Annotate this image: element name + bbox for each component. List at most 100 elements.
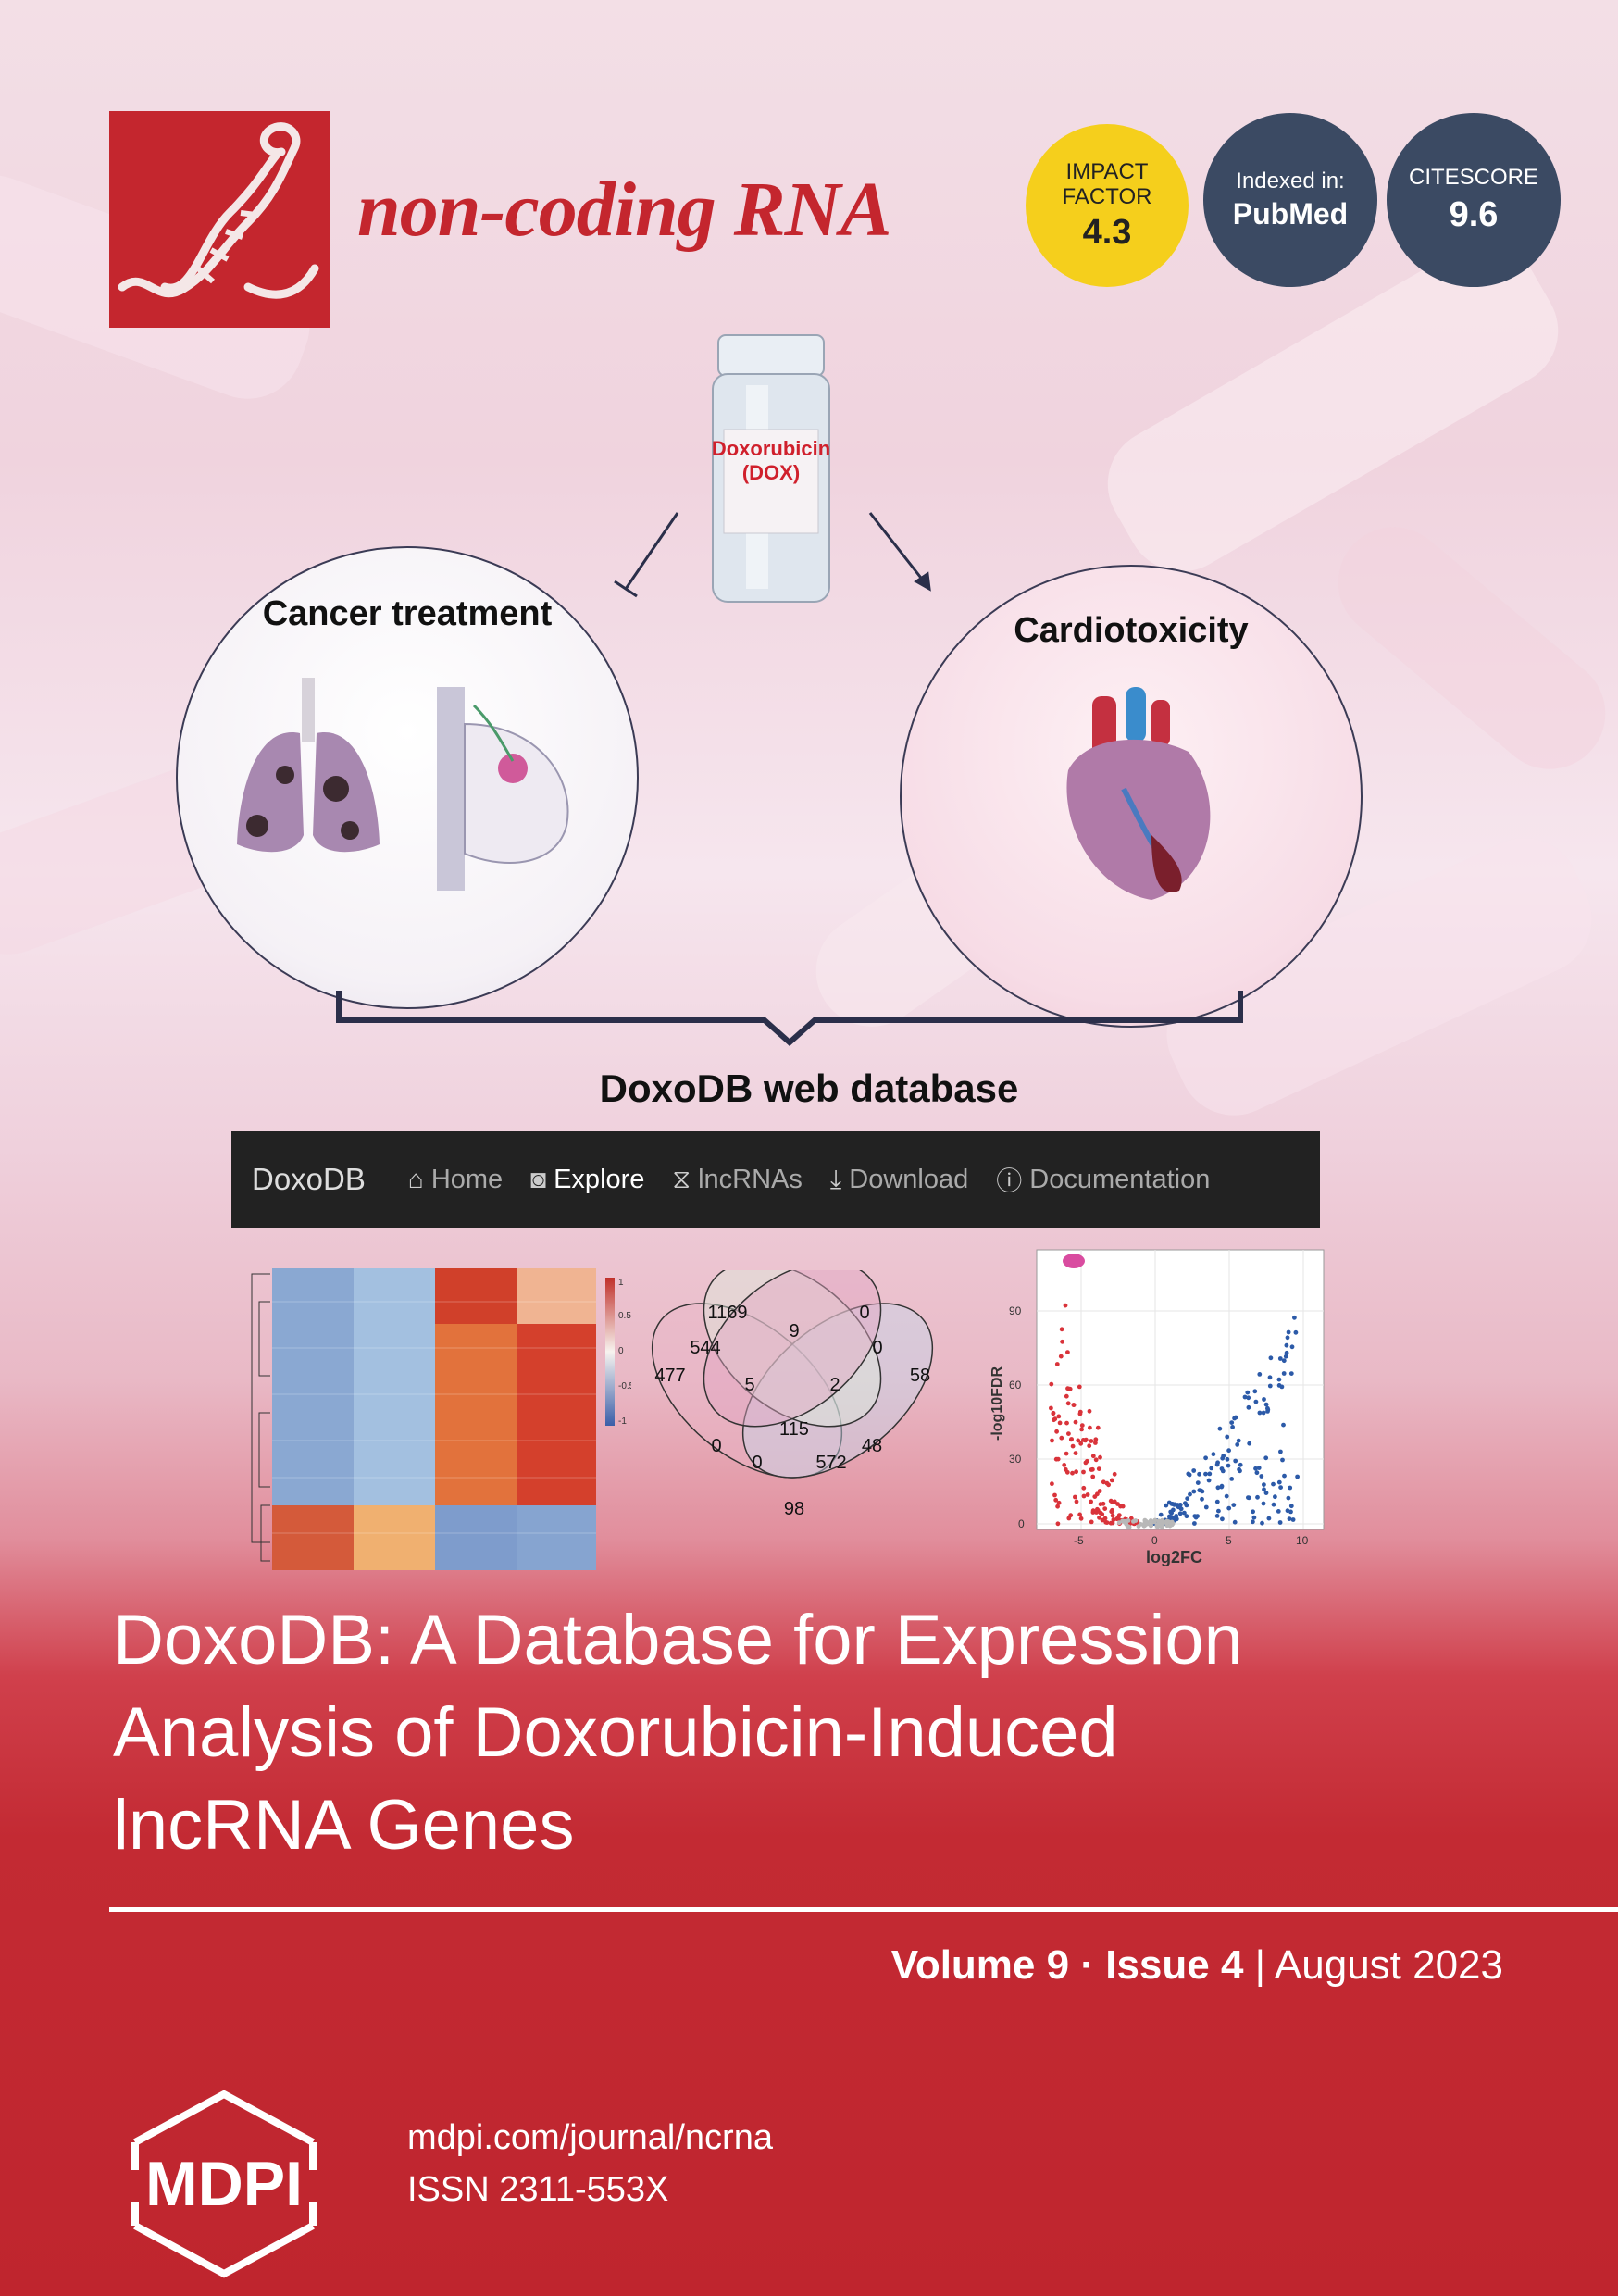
inhibit-arrow bbox=[624, 512, 679, 590]
volcano-point-down bbox=[1052, 1417, 1056, 1423]
heatmap-block bbox=[435, 1268, 517, 1324]
venn-value: 0 bbox=[752, 1453, 762, 1473]
volcano-point-down bbox=[1097, 1515, 1101, 1520]
cause-arrow-head bbox=[914, 571, 931, 592]
heatmap-block bbox=[517, 1324, 596, 1505]
nav-explore-label: Explore bbox=[554, 1164, 645, 1194]
volcano-point-down bbox=[1055, 1504, 1060, 1509]
volcano-point-down bbox=[1071, 1403, 1077, 1407]
volcano-point-up bbox=[1200, 1496, 1204, 1502]
nav-download[interactable]: ⤓ Download bbox=[830, 1165, 968, 1195]
journal-logo bbox=[109, 111, 330, 328]
journal-url[interactable]: mdpi.com/journal/ncrna bbox=[407, 2118, 773, 2157]
venn-value: 98 bbox=[784, 1499, 804, 1519]
volcano-point-down bbox=[1057, 1420, 1063, 1426]
volcano-point-down bbox=[1111, 1517, 1116, 1522]
cardiotoxicity-label: Cardiotoxicity bbox=[1014, 611, 1249, 650]
heatmap-stripes bbox=[272, 1301, 596, 1534]
volcano-ytick: 90 bbox=[1009, 1304, 1022, 1317]
volcano-point-down bbox=[1064, 1451, 1069, 1456]
volcano-point-down bbox=[1085, 1492, 1090, 1497]
lungs-icon bbox=[237, 678, 380, 853]
database-label: DoxoDB web database bbox=[599, 1067, 1019, 1110]
divider-rule bbox=[109, 1907, 1618, 1912]
volcano-point-ns bbox=[1148, 1519, 1152, 1524]
volcano-point-down bbox=[1076, 1438, 1081, 1443]
indexed-value: PubMed bbox=[1232, 197, 1349, 231]
volcano-point-down bbox=[1078, 1441, 1084, 1446]
volcano-point-ns bbox=[1136, 1524, 1141, 1529]
volcano-point-down bbox=[1053, 1497, 1059, 1503]
volcano-point-up bbox=[1251, 1509, 1255, 1515]
volcano-point-down bbox=[1096, 1466, 1101, 1471]
volcano-point-down bbox=[1054, 1362, 1060, 1366]
volcano-point-up bbox=[1288, 1504, 1294, 1509]
venn-value: 0 bbox=[859, 1303, 869, 1323]
volcano-ytick: 0 bbox=[1018, 1517, 1025, 1530]
nav-documentation[interactable]: ⓘ Documentation bbox=[996, 1161, 1210, 1198]
breast-icon bbox=[437, 687, 569, 891]
volcano-point-up bbox=[1286, 1329, 1291, 1335]
nav-home[interactable]: ⌂ Home bbox=[408, 1165, 503, 1195]
cancer-treatment-label: Cancer treatment bbox=[262, 594, 553, 633]
cancer-treatment-circle: Cancer treatment bbox=[176, 546, 639, 1009]
venn-value: 58 bbox=[910, 1366, 930, 1386]
volcano-point-up bbox=[1164, 1503, 1169, 1508]
volcano-point-down bbox=[1055, 1521, 1061, 1527]
volcano-point-up bbox=[1211, 1452, 1216, 1457]
inhibit-arrow-bar bbox=[614, 580, 638, 598]
heatmap-scale-label: -1 bbox=[618, 1416, 627, 1427]
volcano-point-down bbox=[1088, 1425, 1092, 1430]
volcano-point-up bbox=[1287, 1516, 1292, 1521]
nav-explore[interactable]: ◙ Explore bbox=[530, 1165, 644, 1195]
cause-arrow bbox=[868, 512, 926, 582]
volcano-point-down bbox=[1083, 1438, 1088, 1443]
volcano-point-up bbox=[1290, 1517, 1296, 1522]
issue-divider: | bbox=[1254, 1942, 1266, 1988]
volcano-point-down bbox=[1090, 1454, 1096, 1459]
volcano-point-ns bbox=[1155, 1525, 1160, 1529]
volcano-point-up bbox=[1281, 1371, 1287, 1376]
mdpi-wordmark: MDPI bbox=[145, 2149, 303, 2219]
volcano-ytick: 30 bbox=[1009, 1453, 1022, 1466]
volcano-point-up bbox=[1285, 1335, 1290, 1341]
binoculars-icon: ◙ bbox=[530, 1165, 547, 1193]
info-icon: ⓘ bbox=[996, 1167, 1023, 1195]
volcano-point-up bbox=[1271, 1502, 1276, 1507]
dna-icon: ⧖ bbox=[672, 1164, 691, 1193]
volcano-point-up bbox=[1197, 1471, 1201, 1477]
bottle-label-drug: Doxorubicin bbox=[711, 437, 831, 460]
volcano-point-up bbox=[1235, 1442, 1240, 1447]
indexed-badge: Indexed in: PubMed bbox=[1203, 113, 1377, 287]
volcano-point-down bbox=[1059, 1435, 1064, 1441]
volcano-point-ns bbox=[1149, 1523, 1153, 1529]
volcano-point-up bbox=[1251, 1515, 1257, 1520]
issue-number: Issue 4 bbox=[1105, 1942, 1244, 1988]
nav-brand[interactable]: DoxoDB bbox=[252, 1162, 366, 1196]
volcano-point-down bbox=[1074, 1499, 1079, 1504]
volcano-point-up bbox=[1226, 1463, 1231, 1468]
volcano-point-up bbox=[1217, 1426, 1223, 1431]
volcano-point-up bbox=[1176, 1504, 1182, 1510]
volcano-point-down bbox=[1090, 1474, 1096, 1479]
issue-info: Volume 9 · Issue 4 | August 2023 bbox=[891, 1942, 1503, 1989]
volcano-point-down bbox=[1073, 1451, 1078, 1455]
volcano-point-ns bbox=[1160, 1522, 1165, 1527]
volcano-xlabel: log2FC bbox=[1146, 1548, 1202, 1566]
volcano-xtick: 5 bbox=[1226, 1534, 1232, 1547]
volcano-point-up bbox=[1267, 1375, 1273, 1380]
volcano-point-up bbox=[1214, 1514, 1220, 1518]
volcano-point-down bbox=[1063, 1303, 1068, 1308]
nav-lncrnas[interactable]: ⧖ lncRNAs bbox=[672, 1165, 802, 1195]
volcano-point-up bbox=[1285, 1508, 1290, 1514]
volcano-plot: 90 60 30 0 -5 0 5 10 -log10FDR log2FC bbox=[989, 1249, 1325, 1566]
volcano-xtick: -5 bbox=[1074, 1534, 1084, 1547]
volcano-point-down bbox=[1079, 1423, 1085, 1428]
volcano-point-down bbox=[1081, 1485, 1087, 1491]
volcano-point-up bbox=[1225, 1456, 1230, 1462]
volcano-point-down bbox=[1109, 1478, 1114, 1483]
volcano-point-up bbox=[1284, 1342, 1289, 1348]
cardiotoxicity-circle: Cardiotoxicity bbox=[900, 565, 1363, 1028]
volcano-point-up bbox=[1280, 1457, 1285, 1463]
volcano-point-down bbox=[1067, 1386, 1073, 1391]
